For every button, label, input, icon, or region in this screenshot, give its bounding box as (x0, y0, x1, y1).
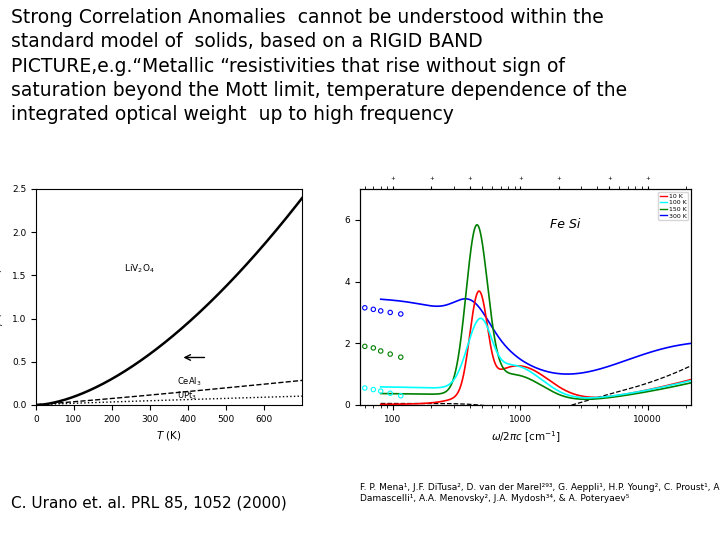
Text: Fe Si: Fe Si (550, 218, 580, 231)
Text: LiV$_2$O$_4$: LiV$_2$O$_4$ (124, 262, 154, 274)
Point (375, 307, 387, 315)
Point (384, 308, 396, 317)
Point (368, 385, 379, 394)
Point (375, 347, 387, 355)
X-axis label: $T$ (K): $T$ (K) (156, 429, 182, 442)
Point (368, 305, 379, 314)
Point (359, 384, 371, 393)
Point (359, 342, 371, 350)
Text: CeAl$_3$: CeAl$_3$ (177, 375, 202, 388)
Y-axis label: $\rho$ (10$^{-3}$$\Omega$cm): $\rho$ (10$^{-3}$$\Omega$cm) (0, 268, 6, 326)
Text: F. P. Mena¹, J.F. DiTusa², D. van der Marel²⁹³, G. Aeppli¹, H.P. Young², C. Prou: F. P. Mena¹, J.F. DiTusa², D. van der Ma… (360, 483, 720, 503)
Point (395, 309, 407, 318)
Point (359, 303, 371, 312)
Legend: 10 K, 100 K, 150 K, 300 K: 10 K, 100 K, 150 K, 300 K (658, 192, 688, 220)
Point (384, 350, 396, 359)
Point (375, 387, 387, 395)
Point (368, 343, 379, 352)
Point (384, 389, 396, 397)
Point (395, 392, 407, 400)
Text: Strong Correlation Anomalies  cannot be understood within the
standard model of : Strong Correlation Anomalies cannot be u… (11, 8, 627, 124)
X-axis label: $\omega/2\pi c$ [cm$^{-1}$]: $\omega/2\pi c$ [cm$^{-1}$] (490, 429, 561, 445)
Point (395, 353, 407, 361)
Text: C. Urano et. al. PRL 85, 1052 (2000): C. Urano et. al. PRL 85, 1052 (2000) (11, 495, 287, 510)
Text: UPt$_3$: UPt$_3$ (177, 389, 197, 402)
